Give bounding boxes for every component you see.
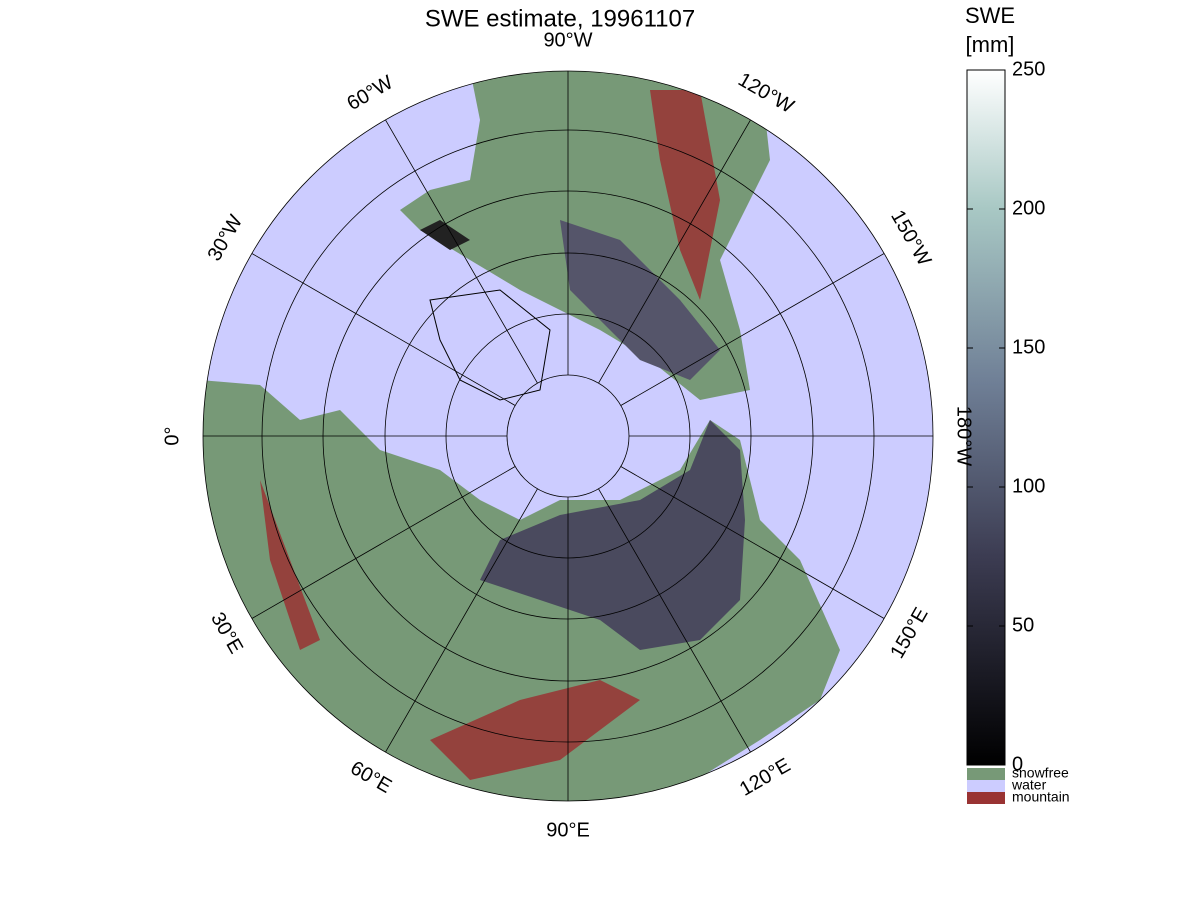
greenland <box>429 289 551 401</box>
meridian-label: 120°E <box>736 754 794 800</box>
colorbar-tick-label: 0 <box>1012 753 1023 775</box>
legend-swatch <box>967 780 1005 792</box>
meridian-label: 150°E <box>886 604 932 662</box>
meridian <box>620 466 885 619</box>
snow-canada <box>560 220 720 380</box>
rockies <box>650 90 720 300</box>
europe-mountains <box>260 480 320 650</box>
meridian <box>251 253 516 406</box>
meridian <box>598 119 751 384</box>
meridian-label: 60°W <box>343 71 397 115</box>
snow-alaska <box>420 220 470 250</box>
meridian-label: 60°E <box>346 757 395 798</box>
meridian-label: 0° <box>161 426 183 445</box>
meridian <box>251 466 516 619</box>
colorbar-tick-label: 100 <box>1012 475 1045 497</box>
legend-swatch <box>967 792 1005 804</box>
map-disc <box>203 71 933 801</box>
meridian-label: 90°W <box>543 29 592 51</box>
meridian-label: 30°E <box>206 609 247 658</box>
colorbar-label: [mm] <box>966 32 1015 57</box>
colorbar-tick-label: 150 <box>1012 336 1045 358</box>
meridian-label: 30°W <box>203 211 247 265</box>
legend-label: mountain <box>1012 789 1070 805</box>
meridian <box>598 488 751 753</box>
legend-swatch <box>967 768 1005 780</box>
colorbar-tick-label: 50 <box>1012 614 1034 636</box>
snow-siberia <box>480 420 745 650</box>
colorbar-tick-label: 250 <box>1012 58 1045 80</box>
meridian-label: 180°W <box>953 406 975 466</box>
legend-label: water <box>1011 777 1047 793</box>
meridian-label: 90°E <box>546 819 590 841</box>
colorbar <box>966 69 1006 766</box>
meridian-label: 150°W <box>886 207 935 270</box>
colorbar-label: SWE <box>965 3 1015 28</box>
map-title: SWE estimate, 19961107 <box>425 5 695 32</box>
meridian <box>385 488 538 753</box>
graticule <box>202 70 934 802</box>
colorbar-tick-label: 200 <box>1012 197 1045 219</box>
legend-label: snowfree <box>1012 765 1069 781</box>
meridian <box>620 253 885 406</box>
meridian <box>385 119 538 384</box>
central-asia <box>430 680 640 780</box>
meridian-label: 120°W <box>734 69 797 118</box>
